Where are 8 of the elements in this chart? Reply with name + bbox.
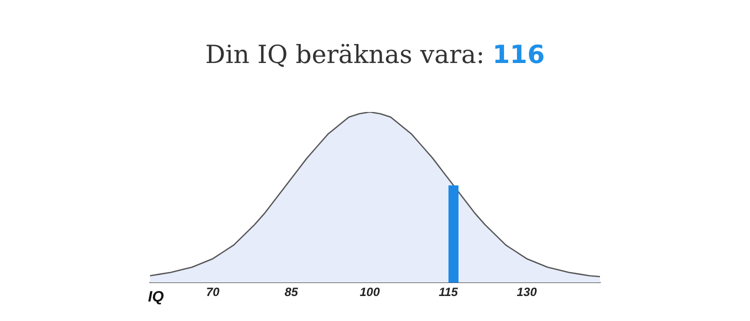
text: 116 [492,40,545,69]
x-tick-label: 130 [516,285,538,300]
chart-title: Din IQ beräknas vara: [205,40,485,69]
x-tick-label: 115 [438,285,458,300]
x-axis-title: IQ [148,288,164,306]
x-tick-label: 70 [206,285,220,300]
x-tick-label: 100 [360,285,380,300]
x-tick-label: 85 [284,285,298,300]
